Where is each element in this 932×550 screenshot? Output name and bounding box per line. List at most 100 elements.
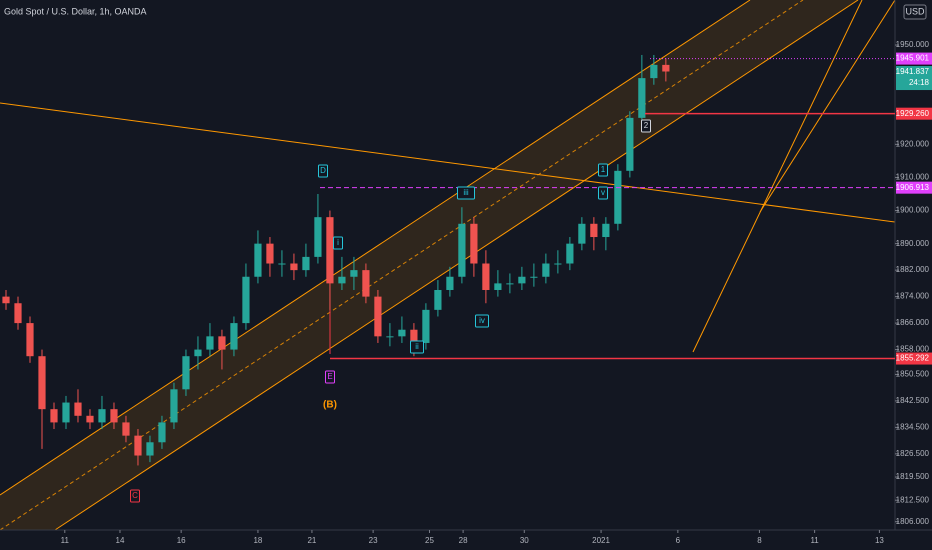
wave-label-box [325,370,335,384]
y-tick-label: 1900.000 [896,206,930,215]
wave-label: i [337,238,339,247]
candle-body [230,323,238,350]
candle-body [542,263,550,277]
candle-body [2,296,10,304]
candle-body [98,409,106,423]
candle-body [242,276,250,324]
candle-body [458,223,466,277]
candle-body [338,276,346,284]
wave-label: ii [415,342,419,351]
countdown-label: 24:18 [909,78,930,87]
wave-label: E [327,372,332,381]
candle-body [110,409,118,423]
price-label-box [896,52,932,65]
price-axis [895,0,932,550]
last-price-label: 1941.837 [896,67,930,76]
x-tick-label: 25 [425,536,434,545]
wave-label-box [410,340,424,354]
price-label-box [896,181,932,194]
candle-body [314,217,322,257]
candle-body [626,117,634,171]
candle-body [170,389,178,423]
candle-body [614,170,622,224]
candle-body [86,415,94,423]
candle-body [26,323,34,357]
candle-body [470,223,478,264]
price-label: 1855.292 [896,354,930,363]
candle-body [38,356,46,410]
wave-label: v [601,188,605,197]
x-tick-label: 11 [61,536,70,545]
wave-label: iii [463,188,469,197]
y-tick-label: 1842.500 [896,396,930,405]
price-label: 1945.901 [896,54,930,63]
y-tick-label: 1882.000 [896,265,930,274]
wave-label-box [598,163,608,177]
price-label-box [896,107,932,120]
candle-body [50,409,58,423]
wave-label-box [318,164,328,178]
candle-body [518,276,526,284]
x-tick-label: 18 [253,536,262,545]
candle-body [326,217,334,284]
chart-title: Gold Spot / U.S. Dollar, 1h, OANDA [4,6,147,16]
wave-label: C [132,491,138,500]
candle-body [446,276,454,290]
candle-body [410,329,418,343]
candle-body [506,283,514,285]
y-tick-label: 1950.000 [896,40,930,49]
x-tick-label: 6 [676,536,681,545]
candle-body [650,64,658,79]
x-tick-label: 13 [875,536,884,545]
y-tick-label: 1866.000 [896,318,930,327]
candle-body [302,256,310,271]
y-tick-label: 1850.500 [896,370,930,379]
wave-label-box [457,186,475,200]
x-tick-label: 11 [810,536,819,545]
candle-body [602,223,610,238]
wave-label-box [475,314,489,328]
candle-body [182,356,190,390]
wave-label-box [130,489,140,503]
trend-line [759,0,896,213]
x-tick-label: 21 [307,536,316,545]
candle-body [482,263,490,290]
y-tick-label: 1890.000 [896,239,930,248]
price-label: 1929.260 [896,109,930,118]
wave-label: 2 [644,121,649,130]
candle-body [146,442,154,456]
candle-body [278,263,286,265]
x-tick-label: 23 [369,536,378,545]
x-tick-label: 14 [116,536,125,545]
y-tick-label: 1819.500 [896,472,930,481]
candle-body [350,270,358,277]
candle-body [530,276,538,278]
candle-body [62,402,70,423]
y-tick-label: 1826.500 [896,449,930,458]
wave-label-box [641,119,651,133]
unit-box[interactable] [903,4,927,20]
x-tick-label: 16 [177,536,186,545]
candle-body [398,329,406,337]
candle-body [290,263,298,271]
candle-body [434,289,442,310]
x-tick-label: 28 [459,536,468,545]
y-tick-label: 1920.000 [896,139,930,148]
candle-body [266,243,274,264]
candle-body [590,223,598,238]
wave-label: (B) [323,400,337,411]
candle-body [638,78,646,118]
wave-label: iv [479,316,485,325]
trend-line [0,102,896,223]
candle-body [386,336,394,338]
candle-body [374,296,382,337]
last-price-box [896,66,932,91]
candle-body [122,422,130,436]
x-tick-label: 30 [520,536,529,545]
candle-body [566,243,574,264]
unit-label[interactable]: USD [905,6,925,16]
candle-body [254,243,262,277]
x-tick-label: 2021 [592,536,610,545]
